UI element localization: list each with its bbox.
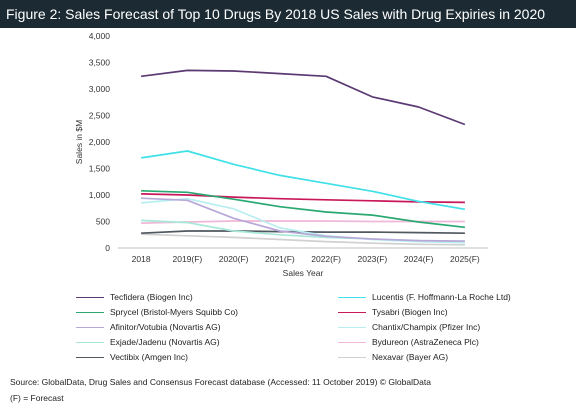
x-tick-label: 2025(F)	[450, 254, 480, 264]
y-tick-label: 500	[96, 217, 110, 227]
y-tick-label: 0	[105, 243, 110, 253]
legend-item: Afinitor/Votubia (Novartis AG)	[76, 320, 221, 334]
x-tick-label: 2021(F)	[265, 254, 295, 264]
legend-item: Exjade/Jadenu (Novartis AG)	[76, 335, 220, 349]
forecast-note: (F) = Forecast	[10, 393, 64, 403]
x-tick-label: 2020(F)	[219, 254, 249, 264]
legend-label: Sprycel (Bristol-Myers Squibb Co)	[110, 307, 239, 317]
x-tick-label: 2019(F)	[172, 254, 202, 264]
legend-swatch	[338, 357, 366, 359]
y-tick-label: 1,500	[89, 164, 111, 174]
legend-item: Nexavar (Bayer AG)	[338, 350, 448, 364]
figure-title: Figure 2: Sales Forecast of Top 10 Drugs…	[0, 0, 576, 28]
series-line-lucentis	[140, 150, 466, 211]
x-tick-label: 2018	[132, 254, 151, 264]
source-text: Source: GlobalData, Drug Sales and Conse…	[10, 377, 431, 387]
legend-swatch	[338, 327, 366, 329]
legend-swatch	[76, 357, 104, 359]
legend-label: Chantix/Champix (Pfizer Inc)	[372, 322, 481, 332]
legend-swatch	[338, 342, 366, 344]
x-axis-title: Sales Year	[283, 268, 324, 278]
x-tick-label: 2022(F)	[311, 254, 341, 264]
legend-swatch	[76, 342, 104, 344]
series-line-nexavar	[141, 233, 465, 246]
legend-label: Bydureon (AstraZeneca Plc)	[372, 337, 479, 347]
series-line-tysabri	[141, 193, 465, 204]
y-tick-label: 3,000	[89, 84, 111, 94]
series-line-chantix	[141, 197, 465, 244]
legend-label: Lucentis (F. Hoffmann-La Roche Ltd)	[372, 292, 511, 302]
legend-swatch	[76, 327, 104, 329]
y-tick-label: 1,000	[89, 190, 111, 200]
legend-label: Nexavar (Bayer AG)	[372, 352, 449, 362]
legend-label: Tecfidera (Biogen Inc)	[110, 292, 193, 302]
y-axis-title: Sales in $M	[74, 120, 84, 164]
legend-item: Tysabri (Biogen Inc)	[338, 305, 448, 319]
x-tick-label: 2024(F)	[404, 254, 434, 264]
line-chart: 0 500 1,000 1,500 2,000 2,500 3,000 3,500 4,000 2…	[74, 31, 488, 278]
legend-swatch	[76, 297, 104, 299]
legend-label: Tysabri (Biogen Inc)	[372, 307, 448, 317]
x-tick-label: 2023(F)	[357, 254, 387, 264]
series-line-tecfidera	[140, 69, 466, 126]
legend-item: Vectibix (Amgen Inc)	[76, 350, 188, 364]
legend-label: Exjade/Jadenu (Novartis AG)	[110, 337, 220, 347]
series-line-afinitor	[141, 197, 465, 242]
legend-item: Bydureon (AstraZeneca Plc)	[338, 335, 479, 349]
y-tick-label: 4,000	[89, 31, 111, 41]
y-tick-label: 3,500	[89, 58, 111, 68]
legend-item: Chantix/Champix (Pfizer Inc)	[338, 320, 480, 334]
y-tick-label: 2,500	[89, 111, 111, 121]
legend-item: Tecfidera (Biogen Inc)	[76, 290, 193, 304]
legend-item: Sprycel (Bristol-Myers Squibb Co)	[76, 305, 238, 319]
series-line-sprycel	[141, 189, 465, 229]
legend-swatch	[76, 312, 104, 314]
legend-swatch	[338, 312, 366, 314]
legend-label: Afinitor/Votubia (Novartis AG)	[110, 322, 221, 332]
legend-item: Lucentis (F. Hoffmann-La Roche Ltd)	[338, 290, 511, 304]
y-tick-label: 2,000	[89, 137, 111, 147]
legend-swatch	[338, 297, 366, 299]
chart-legend: Tecfidera (Biogen Inc) Lucentis (F. Hoffm…	[76, 290, 556, 370]
legend-label: Vectibix (Amgen Inc)	[110, 352, 188, 362]
